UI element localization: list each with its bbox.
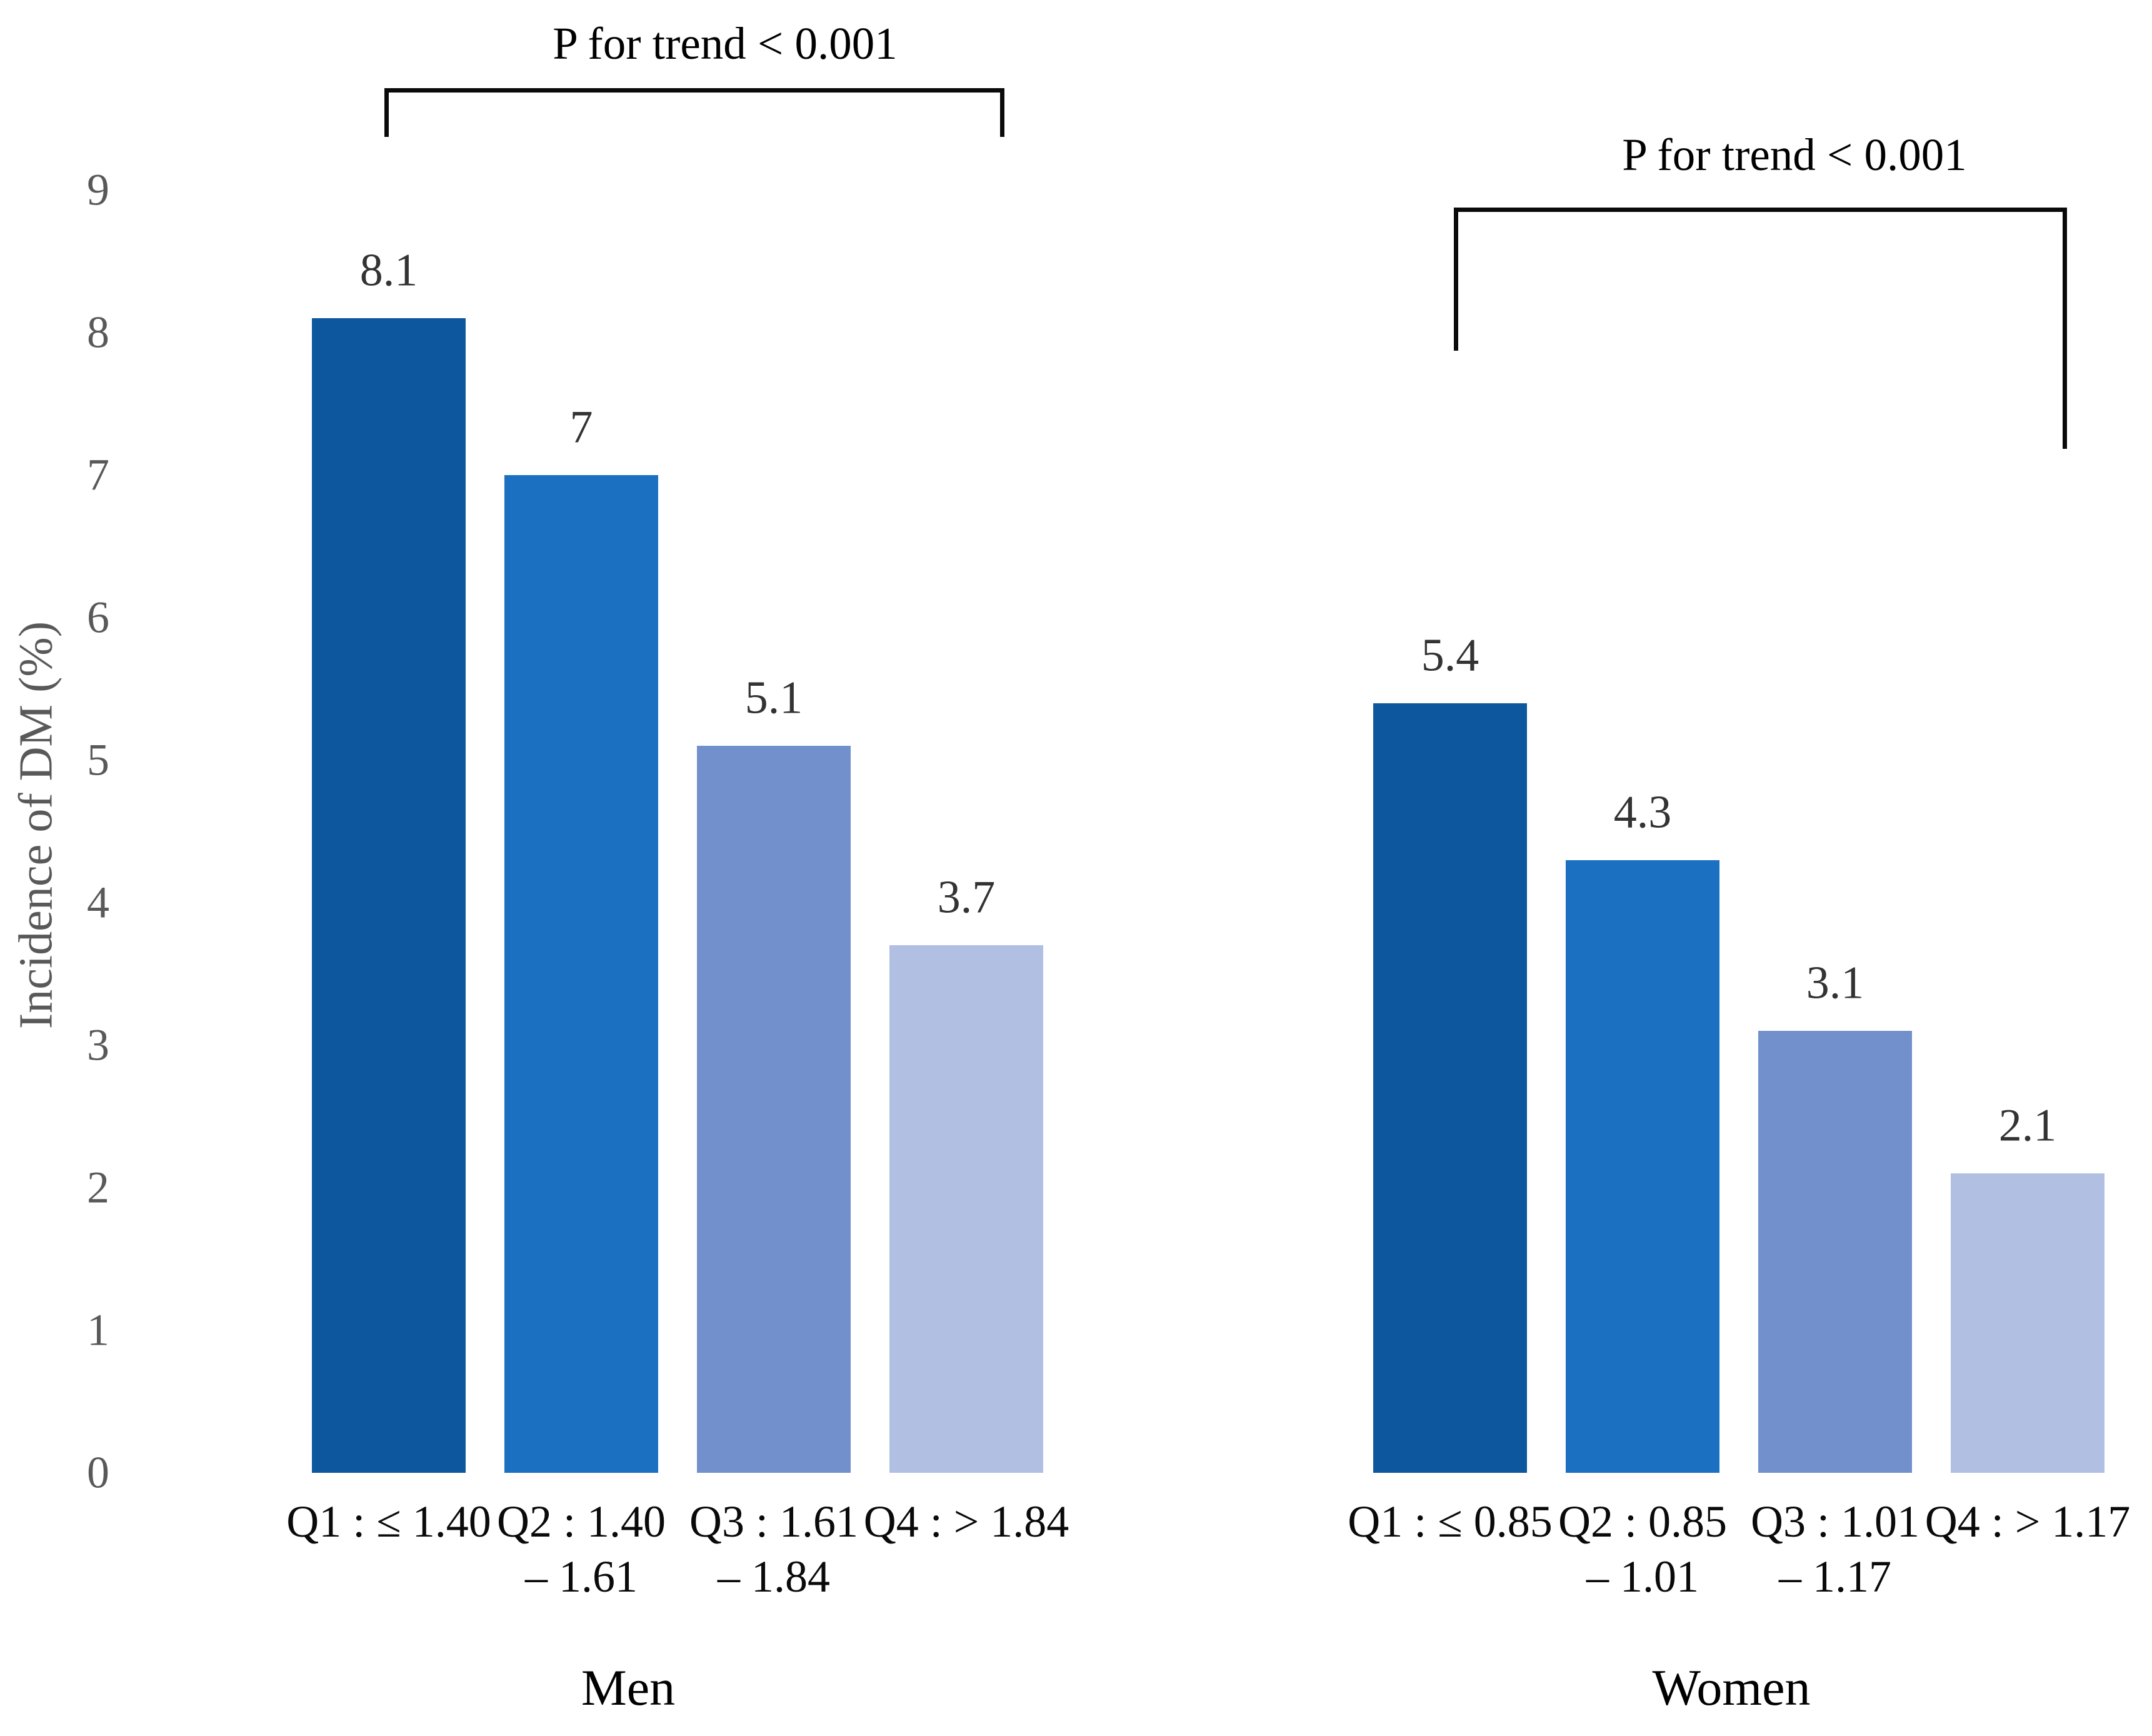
group-label-men: Men	[581, 1659, 676, 1716]
bar-value-label: 3.1	[1806, 957, 1864, 1009]
category-label: Q1 : ≤ 0.85	[1348, 1494, 1553, 1549]
bar-men-q1	[312, 318, 466, 1473]
y-axis-title: Incidence of DM (%)	[9, 621, 63, 1030]
bar-women-q1	[1373, 703, 1527, 1473]
bar-women-q2	[1566, 860, 1719, 1473]
category-label-line2: – 1.17	[1779, 1552, 1891, 1602]
category-label-line1: Q2 : 1.40	[497, 1497, 666, 1547]
bar-value-label: 2.1	[1998, 1100, 2057, 1151]
category-label-line2: – 1.01	[1586, 1552, 1699, 1602]
bar-women-q3	[1758, 1031, 1912, 1473]
bracket-left-tick	[1454, 208, 1458, 351]
group-label-women: Women	[1652, 1659, 1811, 1716]
category-label: Q1 : ≤ 1.40	[286, 1494, 491, 1549]
y-axis-tick-label: 5	[87, 735, 109, 785]
bar-value-label: 7	[569, 401, 593, 453]
bracket-horizontal-line	[1454, 208, 2067, 212]
p-for-trend-label: P for trend < 0.001	[1622, 129, 1967, 180]
p-for-trend-label: P for trend < 0.001	[553, 18, 898, 69]
y-axis-tick-label: 3	[87, 1020, 109, 1070]
y-axis-tick-label: 7	[87, 449, 109, 500]
category-label-line1: Q2 : 0.85	[1558, 1497, 1727, 1547]
category-label: Q2 : 0.85– 1.01	[1558, 1494, 1727, 1604]
bar-value-label: 5.1	[744, 672, 803, 724]
y-axis-tick-label: 8	[87, 307, 109, 358]
category-label: Q2 : 1.40– 1.61	[497, 1494, 666, 1604]
category-label: Q4 : > 1.17	[1925, 1494, 2131, 1549]
y-axis-tick-label: 6	[87, 592, 109, 643]
bracket-left-tick	[384, 88, 389, 137]
category-label: Q4 : > 1.84	[864, 1494, 1069, 1549]
bar-women-q4	[1951, 1173, 2104, 1473]
bar-value-label: 5.4	[1421, 630, 1479, 681]
y-axis-tick-label: 0	[87, 1447, 109, 1498]
category-label: Q3 : 1.01– 1.17	[1751, 1494, 1919, 1604]
category-label-line2: – 1.61	[525, 1552, 638, 1602]
bar-value-label: 3.7	[937, 871, 996, 923]
category-label: Q3 : 1.61– 1.84	[689, 1494, 858, 1604]
category-label-line1: Q1 : ≤ 1.40	[286, 1497, 491, 1547]
category-label-line1: Q3 : 1.61	[689, 1497, 858, 1547]
bracket-horizontal-line	[384, 88, 1004, 93]
bar-men-q3	[697, 746, 851, 1473]
bar-value-label: 4.3	[1613, 786, 1672, 838]
category-label-line2: – 1.84	[718, 1552, 830, 1602]
bar-men-q2	[504, 475, 658, 1473]
bracket-right-tick	[2063, 208, 2067, 449]
bar-value-label: 8.1	[359, 244, 418, 296]
y-axis-tick-label: 9	[87, 164, 109, 215]
y-axis-tick-label: 2	[87, 1162, 109, 1213]
category-label-line1: Q4 : > 1.84	[863, 1497, 1069, 1547]
category-label-line1: Q4 : > 1.17	[1924, 1497, 2131, 1547]
bar-men-q4	[889, 945, 1043, 1473]
bracket-right-tick	[1000, 88, 1004, 137]
y-axis-tick-label: 4	[87, 877, 109, 928]
y-axis-tick-label: 1	[87, 1305, 109, 1355]
category-label-line1: Q3 : 1.01	[1751, 1497, 1919, 1547]
category-label-line1: Q1 : ≤ 0.85	[1348, 1497, 1553, 1547]
